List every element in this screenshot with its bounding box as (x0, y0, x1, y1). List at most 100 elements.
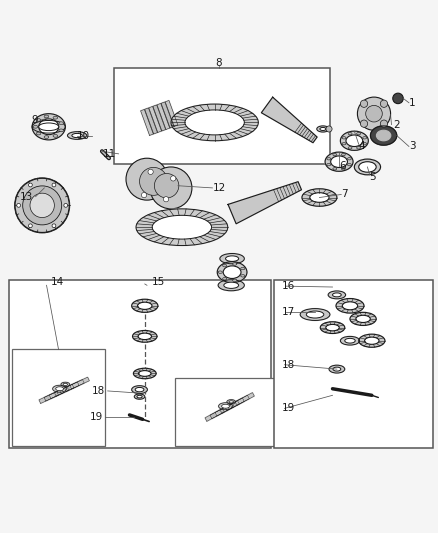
Polygon shape (359, 334, 385, 348)
Text: 11: 11 (103, 149, 117, 159)
Ellipse shape (39, 123, 59, 131)
Polygon shape (218, 280, 244, 291)
Text: 15: 15 (151, 277, 165, 287)
Circle shape (148, 169, 153, 174)
Polygon shape (328, 291, 346, 299)
Ellipse shape (59, 129, 64, 132)
Polygon shape (325, 152, 353, 171)
Ellipse shape (138, 333, 152, 340)
Bar (274, 280, 433, 448)
Text: 13: 13 (20, 192, 33, 201)
Text: 7: 7 (341, 189, 348, 199)
Polygon shape (205, 409, 224, 421)
Ellipse shape (218, 271, 223, 273)
Circle shape (52, 224, 56, 228)
Circle shape (357, 97, 391, 130)
Bar (175, 378, 283, 446)
Polygon shape (157, 103, 170, 130)
Polygon shape (149, 107, 162, 132)
Ellipse shape (327, 164, 331, 166)
Polygon shape (340, 131, 368, 150)
Text: 3: 3 (409, 141, 416, 151)
Ellipse shape (36, 119, 41, 122)
Polygon shape (220, 254, 244, 264)
Polygon shape (215, 403, 234, 416)
Ellipse shape (345, 338, 355, 343)
Bar (10, 280, 272, 448)
Ellipse shape (363, 136, 367, 139)
Polygon shape (132, 299, 158, 312)
Circle shape (15, 179, 69, 232)
Polygon shape (70, 377, 89, 389)
Polygon shape (354, 159, 381, 175)
Polygon shape (65, 379, 84, 391)
Circle shape (163, 197, 169, 202)
Polygon shape (317, 126, 329, 132)
Ellipse shape (347, 164, 351, 166)
Ellipse shape (333, 154, 337, 156)
Circle shape (140, 167, 167, 195)
Polygon shape (141, 109, 153, 135)
Circle shape (380, 100, 388, 107)
Polygon shape (340, 336, 360, 345)
Bar (114, 68, 330, 164)
Ellipse shape (138, 302, 152, 309)
Text: 5: 5 (370, 172, 376, 182)
Polygon shape (225, 398, 244, 410)
Polygon shape (44, 389, 64, 401)
Circle shape (360, 120, 367, 127)
Text: 2: 2 (394, 119, 400, 130)
Polygon shape (228, 182, 301, 224)
Ellipse shape (331, 156, 347, 167)
Polygon shape (227, 400, 236, 404)
Text: 18: 18 (283, 360, 296, 370)
Ellipse shape (59, 122, 64, 125)
Text: 4: 4 (359, 141, 365, 151)
Text: 17: 17 (283, 308, 296, 317)
Ellipse shape (53, 116, 58, 119)
Ellipse shape (44, 115, 49, 118)
Ellipse shape (36, 132, 41, 135)
Ellipse shape (39, 119, 59, 135)
Text: 1: 1 (409, 98, 416, 108)
Polygon shape (230, 395, 249, 408)
Polygon shape (302, 189, 337, 206)
Circle shape (52, 183, 56, 187)
Text: 19: 19 (90, 412, 103, 422)
Polygon shape (165, 101, 178, 126)
Ellipse shape (356, 316, 370, 322)
Text: 12: 12 (212, 183, 226, 193)
Polygon shape (235, 393, 254, 405)
Polygon shape (153, 105, 166, 131)
Ellipse shape (72, 133, 82, 138)
Polygon shape (320, 322, 345, 334)
Circle shape (28, 224, 32, 228)
Text: 14: 14 (51, 277, 64, 287)
Polygon shape (53, 385, 67, 392)
Ellipse shape (342, 136, 346, 139)
Ellipse shape (233, 263, 237, 265)
Ellipse shape (357, 133, 360, 135)
Polygon shape (49, 387, 69, 399)
Polygon shape (32, 120, 65, 133)
Polygon shape (134, 368, 156, 378)
Polygon shape (61, 382, 70, 386)
Ellipse shape (152, 215, 212, 239)
Text: 16: 16 (283, 281, 296, 291)
Polygon shape (136, 209, 228, 246)
Text: 18: 18 (92, 386, 106, 396)
Circle shape (28, 183, 32, 187)
Ellipse shape (241, 267, 245, 270)
Circle shape (23, 186, 62, 225)
Circle shape (17, 204, 21, 207)
Ellipse shape (44, 136, 49, 139)
Ellipse shape (348, 147, 352, 149)
Circle shape (126, 158, 168, 200)
Polygon shape (171, 104, 258, 141)
Text: 9: 9 (31, 115, 38, 125)
Ellipse shape (33, 125, 38, 128)
Circle shape (150, 167, 192, 209)
Text: 6: 6 (339, 161, 346, 171)
Ellipse shape (185, 110, 244, 135)
Polygon shape (67, 132, 87, 139)
